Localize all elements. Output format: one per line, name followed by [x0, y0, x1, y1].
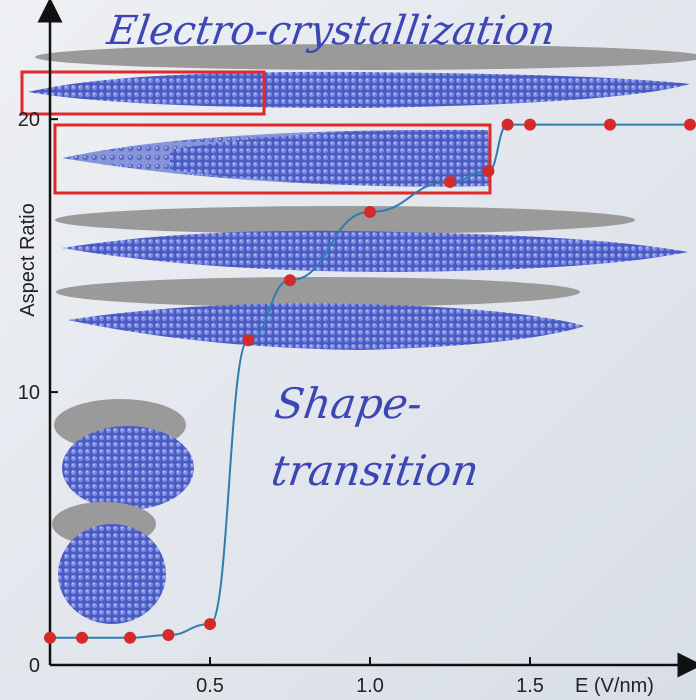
- crystal-rod-inset-dense: [170, 129, 490, 187]
- data-point: [501, 118, 514, 131]
- crystal-rod-mid: [62, 230, 688, 272]
- x-tick-label: 1.5: [516, 675, 544, 697]
- y-tick-label: 20: [18, 109, 40, 131]
- series-line: [49, 123, 690, 639]
- series-layer: [44, 118, 696, 644]
- sphere-cluster-2: [58, 524, 166, 624]
- data-point: [684, 118, 696, 131]
- data-point: [444, 175, 456, 188]
- data-point: [44, 631, 56, 644]
- data-point: [204, 618, 216, 631]
- y-tick-label: 0: [29, 655, 40, 677]
- crystal-illustrations: [28, 44, 696, 624]
- data-point: [162, 628, 175, 641]
- data-point: [604, 118, 616, 131]
- y-tick-label: 10: [18, 382, 40, 404]
- y-axis-label: Aspect Ratio: [17, 203, 39, 316]
- highlight-box-inset: [53, 123, 492, 195]
- crystal-shadow-low: [56, 277, 580, 307]
- data-point: [124, 631, 136, 644]
- annotation-electro-crystallization: Electro-crystallization: [103, 8, 558, 54]
- data-point: [76, 631, 88, 644]
- x-axis-label: E (V/nm): [575, 675, 654, 697]
- crystal-rod-low: [68, 303, 585, 350]
- data-point: [284, 274, 296, 287]
- x-tick-label: 1.0: [356, 675, 384, 697]
- annotation-transition: transition: [268, 446, 481, 495]
- data-point: [524, 118, 536, 131]
- data-point: [482, 165, 495, 178]
- annotation-shape: Shape-: [272, 379, 426, 428]
- crystal-rod-top: [28, 71, 690, 108]
- crystal-shadow-top: [35, 44, 696, 70]
- highlight-box-top: [20, 70, 266, 116]
- crystal-shadow-mid: [55, 206, 635, 234]
- data-point: [242, 334, 255, 347]
- data-point: [364, 205, 376, 218]
- sphere-cluster-1: [62, 426, 194, 510]
- ticks-layer: 0.5 1.0 1.5 0 10 20: [18, 109, 544, 697]
- x-tick-label: 0.5: [196, 675, 224, 697]
